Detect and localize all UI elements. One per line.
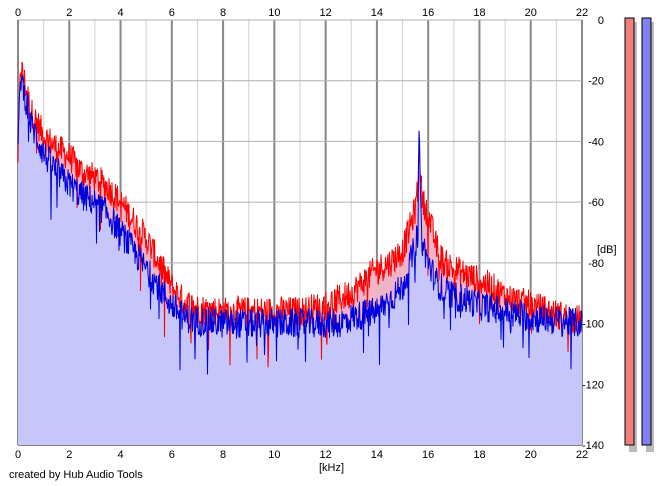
x-axis-label: [kHz] [319,462,344,474]
x-tick-label-bottom: 0 [15,449,21,461]
x-tick-label-bottom: 12 [320,449,332,461]
x-tick-label-bottom: 4 [117,449,123,461]
y-ticks: 0 -20 -40 -60 -80 -100 -120 -140 [582,15,604,452]
y-tick-label: -40 [588,136,604,148]
x-tick-label-bottom: 6 [169,449,175,461]
y-tick-label: -80 [588,258,604,270]
x-ticks-bottom: 0 2 4 6 8 10 12 14 16 18 20 22 [15,449,588,461]
y-tick-label: -20 [588,76,604,88]
y-tick-label: -140 [582,440,604,452]
meter-right [641,17,652,446]
x-tick-label-top: 14 [371,7,383,19]
area-fill-blue [18,74,582,446]
series-line-blue [17,74,583,375]
x-tick-label-top: 4 [117,7,123,19]
x-tick-label-top: 10 [268,7,280,19]
x-tick-label-bottom: 18 [473,449,485,461]
meter-left [624,17,635,446]
credit-text: created by Hub Audio Tools [9,469,143,481]
x-tick-label-top: 16 [422,7,434,19]
x-tick-label-top: 6 [169,7,175,19]
y-tick-label: -60 [588,197,604,209]
x-tick-label-top: 12 [320,7,332,19]
y-tick-label: -100 [582,319,604,331]
x-tick-label-bottom: 10 [268,449,280,461]
x-tick-label-bottom: 8 [220,449,226,461]
area-layer [18,62,582,446]
x-tick-label-top: 2 [66,7,72,19]
x-tick-label-bottom: 22 [576,449,588,461]
x-tick-label-top: 0 [15,7,21,19]
y-axis-label: [dB] [597,244,617,256]
x-tick-label-top: 22 [576,7,588,19]
y-tick-label: -120 [582,379,604,391]
x-ticks-top: 0 2 4 6 8 10 12 14 16 18 20 22 [15,7,588,19]
x-tick-label-bottom: 20 [525,449,537,461]
y-tick-label: 0 [598,15,604,27]
x-tick-label-bottom: 14 [371,449,383,461]
x-tick-label-top: 20 [525,7,537,19]
x-tick-label-top: 18 [473,7,485,19]
x-tick-label-bottom: 2 [66,449,72,461]
x-tick-label-bottom: 16 [422,449,434,461]
level-meters [624,17,654,452]
x-tick-label-top: 8 [220,7,226,19]
series-layer [17,61,583,375]
